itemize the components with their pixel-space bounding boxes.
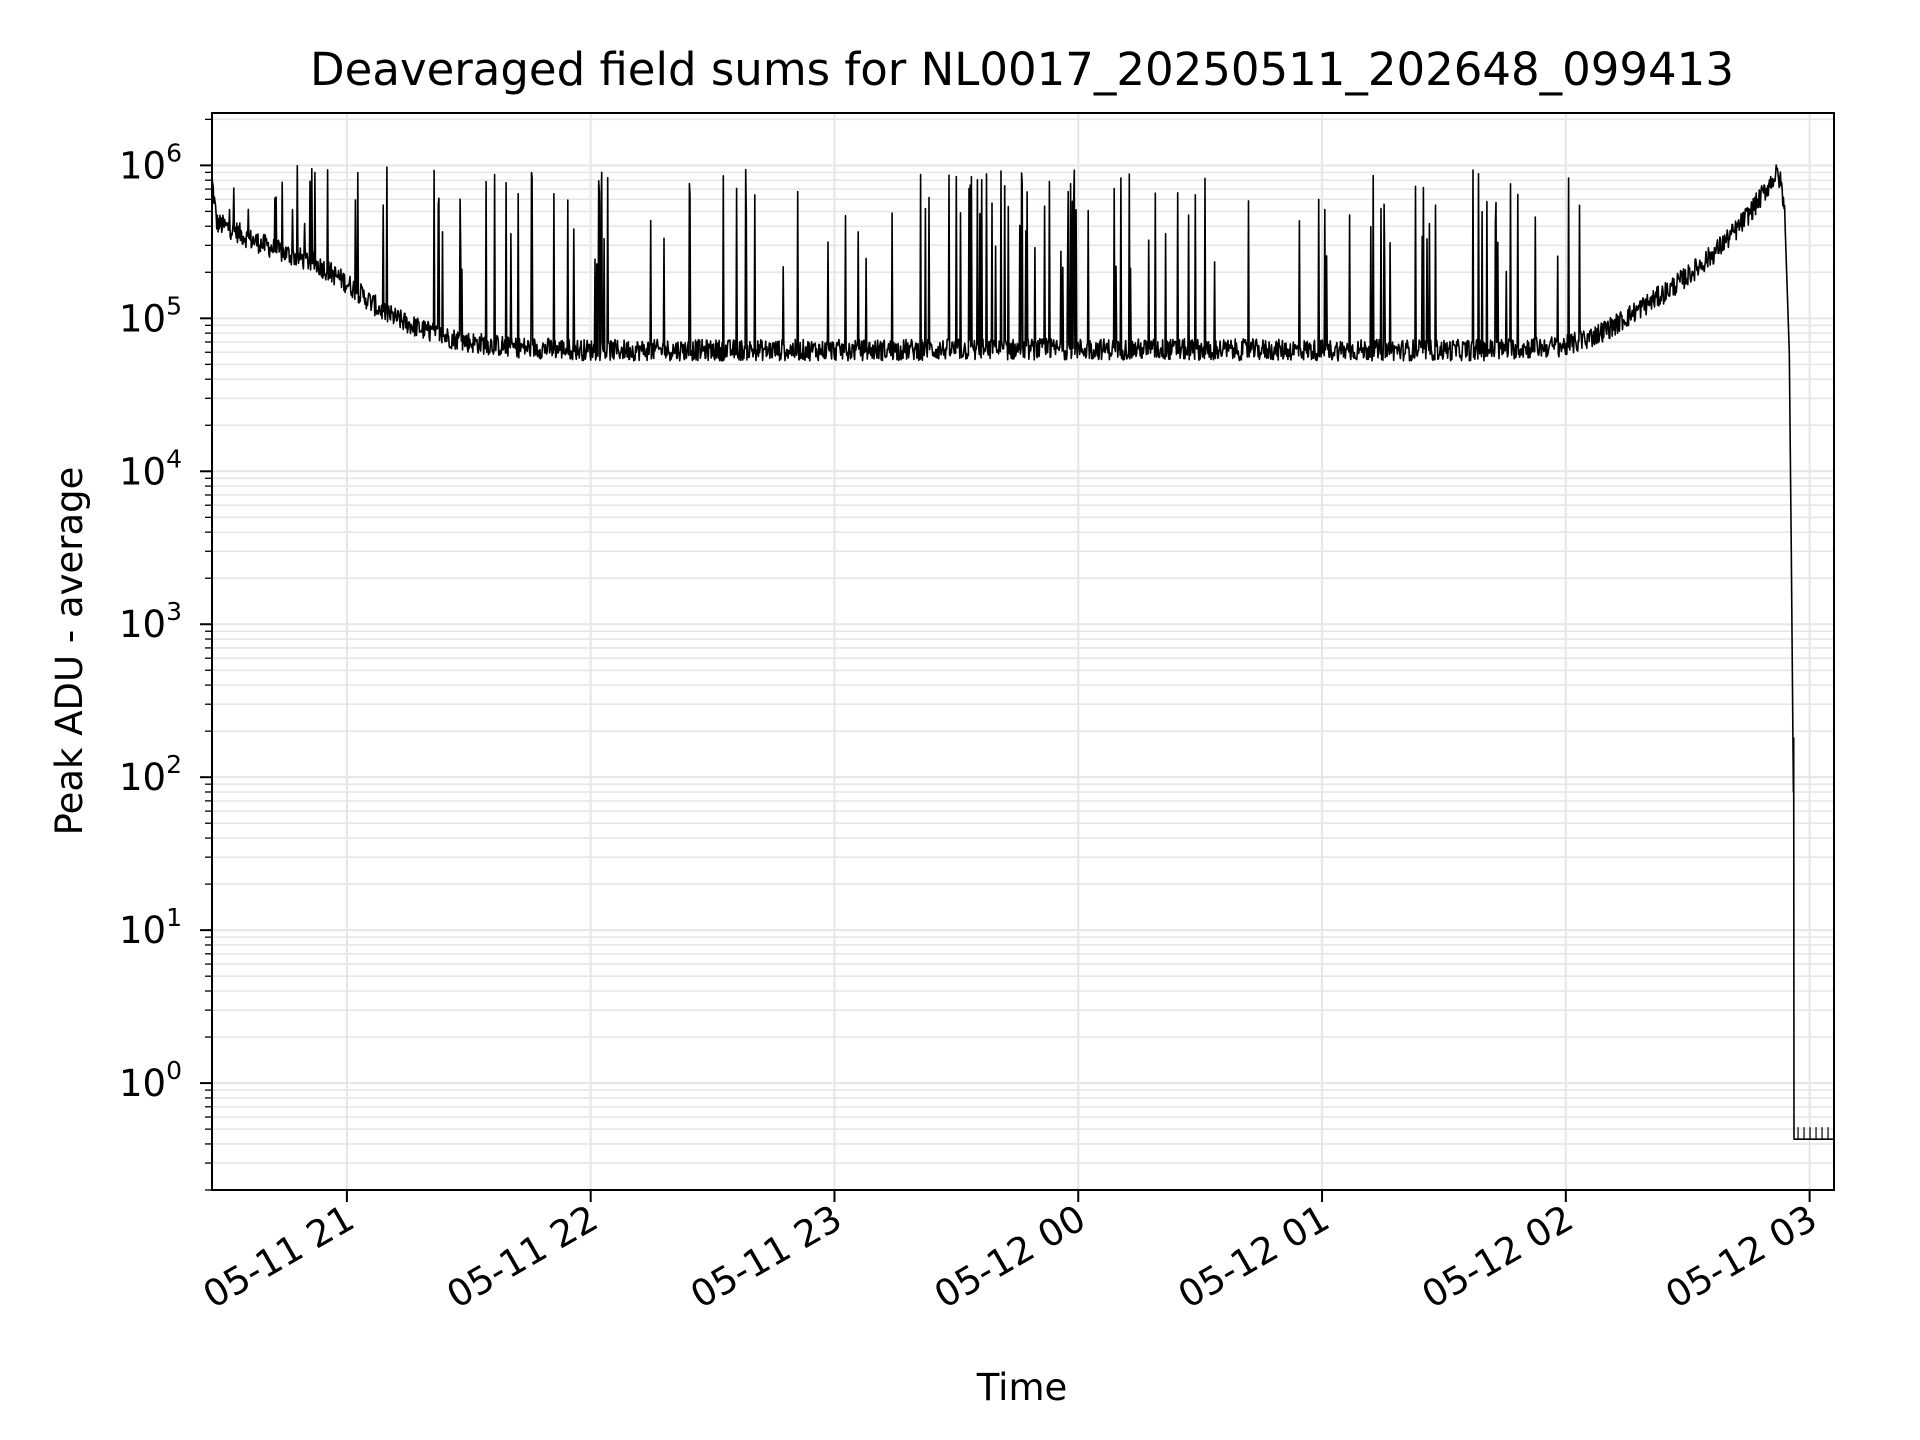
y-tick-exponent: 1 xyxy=(166,903,182,932)
y-tick-exponent: 2 xyxy=(166,750,182,779)
grid xyxy=(212,113,1834,1191)
y-axis-label: Peak ADU - average xyxy=(48,467,91,836)
y-tick-exponent: 4 xyxy=(166,444,182,473)
y-tick-exponent: 0 xyxy=(166,1056,182,1085)
y-tick-exponent: 6 xyxy=(166,138,182,167)
y-tick-exponent: 3 xyxy=(166,597,182,626)
chart-title: Deaveraged field sums for NL0017_2025051… xyxy=(310,43,1734,96)
y-tick-label: 106 xyxy=(119,138,182,187)
y-tick-label: 105 xyxy=(119,291,182,340)
y-tick-label: 100 xyxy=(119,1056,182,1105)
series-line xyxy=(211,164,1834,1140)
y-tick-base: 10 xyxy=(119,297,166,340)
y-tick-base: 10 xyxy=(119,144,166,187)
y-tick-base: 10 xyxy=(119,756,166,799)
y-tick-exponent: 5 xyxy=(166,291,182,320)
y-tick-label: 104 xyxy=(119,444,182,493)
axis-ticks xyxy=(200,118,1811,1202)
y-tick-base: 10 xyxy=(119,909,166,952)
y-tick-label: 103 xyxy=(119,597,182,646)
x-axis-label: Time xyxy=(976,1366,1068,1409)
y-tick-base: 10 xyxy=(119,1062,166,1105)
y-tick-base: 10 xyxy=(119,450,166,493)
y-tick-label: 101 xyxy=(119,903,182,952)
y-tick-label: 102 xyxy=(119,750,182,799)
plot-frame xyxy=(211,112,1835,1191)
y-tick-base: 10 xyxy=(119,603,166,646)
data-series xyxy=(211,164,1834,1140)
